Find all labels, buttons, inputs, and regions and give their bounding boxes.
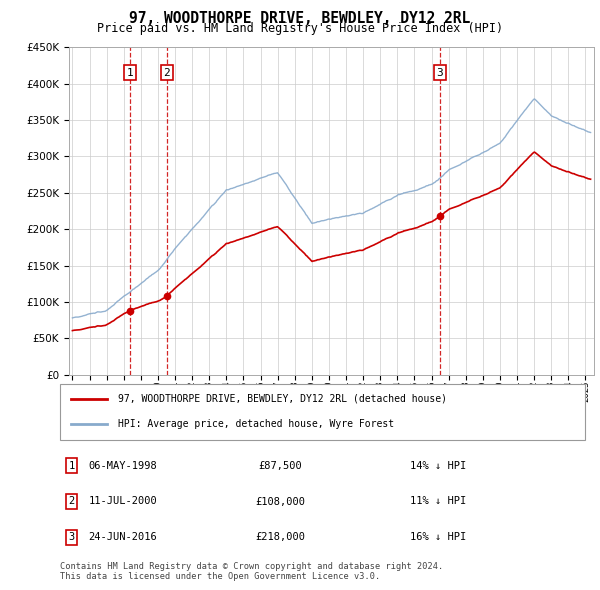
Text: 1: 1 <box>127 68 133 78</box>
Text: 3: 3 <box>436 68 443 78</box>
Text: 06-MAY-1998: 06-MAY-1998 <box>89 461 157 471</box>
Text: 11-JUL-2000: 11-JUL-2000 <box>89 497 157 506</box>
Text: 24-JUN-2016: 24-JUN-2016 <box>89 532 157 542</box>
Text: HPI: Average price, detached house, Wyre Forest: HPI: Average price, detached house, Wyre… <box>118 419 394 430</box>
Text: 14% ↓ HPI: 14% ↓ HPI <box>410 461 466 471</box>
Text: 97, WOODTHORPE DRIVE, BEWDLEY, DY12 2RL (detached house): 97, WOODTHORPE DRIVE, BEWDLEY, DY12 2RL … <box>118 394 447 404</box>
Text: 2: 2 <box>68 497 74 506</box>
Text: 97, WOODTHORPE DRIVE, BEWDLEY, DY12 2RL: 97, WOODTHORPE DRIVE, BEWDLEY, DY12 2RL <box>130 11 470 25</box>
Text: £218,000: £218,000 <box>256 532 305 542</box>
Text: 11% ↓ HPI: 11% ↓ HPI <box>410 497 466 506</box>
FancyBboxPatch shape <box>60 384 585 440</box>
Text: Price paid vs. HM Land Registry's House Price Index (HPI): Price paid vs. HM Land Registry's House … <box>97 22 503 35</box>
Text: £108,000: £108,000 <box>256 497 305 506</box>
Text: 3: 3 <box>68 532 74 542</box>
Text: 2: 2 <box>164 68 170 78</box>
Text: 1: 1 <box>68 461 74 471</box>
Text: 16% ↓ HPI: 16% ↓ HPI <box>410 532 466 542</box>
Text: Contains HM Land Registry data © Crown copyright and database right 2024.
This d: Contains HM Land Registry data © Crown c… <box>60 562 443 581</box>
Text: £87,500: £87,500 <box>259 461 302 471</box>
